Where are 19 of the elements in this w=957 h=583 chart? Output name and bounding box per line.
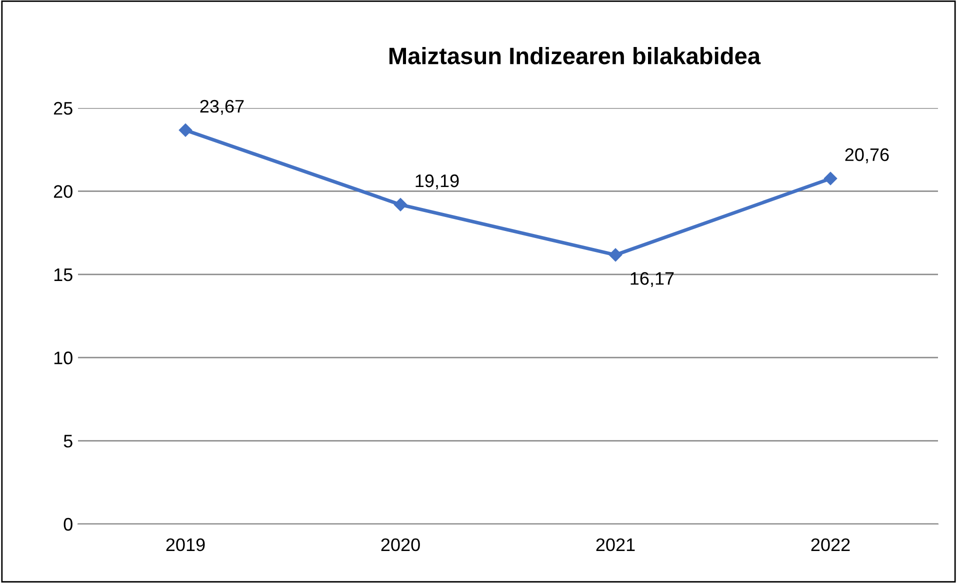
point — [608, 248, 622, 262]
x-tick-label: 2021 — [596, 538, 635, 552]
y-tick-label: 5 — [64, 434, 72, 448]
chart-title: Maiztasun Indizearen bilakabidea — [389, 46, 761, 64]
data-label: 20,76 — [845, 148, 889, 164]
y-tick-label: 0 — [64, 518, 72, 531]
point — [178, 124, 192, 137]
y-tick-label: 25 — [54, 102, 72, 115]
x-tick-label: 2022 — [811, 538, 850, 552]
data-label: 16,17 — [630, 272, 674, 287]
x-tick-label: 2020 — [381, 538, 420, 552]
y-tick-label: 20 — [54, 185, 72, 198]
point — [824, 172, 838, 186]
y-tick-label: 10 — [54, 352, 72, 364]
x-tick-label: 2019 — [166, 538, 205, 552]
data-label: 23,67 — [200, 100, 244, 115]
point — [394, 198, 408, 212]
data-label: 19,19 — [416, 174, 459, 190]
y-tick-label: 15 — [54, 268, 72, 282]
